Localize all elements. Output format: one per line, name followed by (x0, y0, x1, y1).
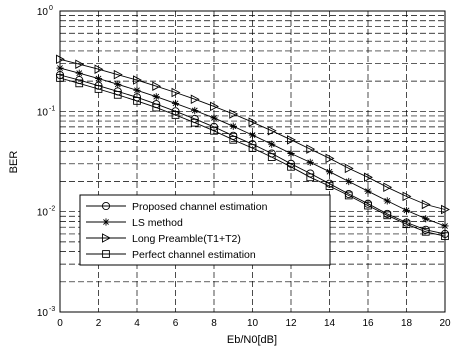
data-point (344, 163, 354, 174)
plot-frame (59, 10, 446, 313)
legend-marker (102, 218, 110, 226)
grid (60, 11, 445, 312)
x-tick-label: 4 (134, 318, 140, 329)
legend-marker (101, 201, 111, 211)
data-point (94, 74, 103, 83)
x-tick-label: 12 (285, 318, 297, 329)
data-point (94, 64, 104, 74)
data-point (287, 162, 295, 171)
y-tick-label: 10 (37, 208, 49, 219)
data-point (191, 106, 199, 115)
data-point (306, 144, 316, 154)
data-point (152, 81, 162, 91)
data-point (248, 131, 257, 139)
x-tick-label: 18 (401, 318, 413, 329)
data-point (325, 168, 334, 176)
y-tick-exponent: -3 (49, 306, 55, 313)
data-point (267, 153, 276, 161)
data-point (364, 201, 372, 210)
y-tick-label: 10 (37, 107, 49, 118)
data-point (248, 144, 257, 152)
data-point (152, 93, 160, 101)
data-point (421, 199, 431, 210)
data-point (114, 80, 122, 88)
series-triangle-right (56, 54, 450, 215)
y-axis-label: BER (8, 151, 20, 174)
x-tick-label: 16 (362, 318, 374, 329)
data-point (421, 227, 430, 236)
data-point (344, 191, 353, 200)
data-point (364, 172, 373, 183)
data-point (229, 135, 238, 144)
x-tick-label: 6 (173, 318, 179, 329)
data-point (113, 69, 123, 80)
data-point (229, 122, 237, 130)
legend-box (79, 194, 331, 266)
data-point (402, 220, 411, 229)
data-point (383, 197, 391, 205)
data-point (171, 111, 180, 119)
x-tick-label: 14 (324, 318, 336, 329)
x-tick-label: 2 (96, 318, 102, 329)
data-point (75, 59, 85, 69)
data-point (345, 177, 353, 186)
x-tick-label: 20 (439, 318, 451, 329)
y-tick-exponent: 0 (49, 5, 53, 12)
x-tick-label: 10 (247, 318, 259, 329)
data-point (287, 149, 295, 158)
legend: Proposed channel estimation LS method Long… (79, 194, 331, 266)
data-point (422, 215, 430, 223)
data-point (190, 118, 199, 127)
data-point (402, 206, 411, 214)
legend-marker (102, 250, 110, 258)
legend-label: Long Preamble(T1+T2) (132, 233, 241, 245)
data-point (152, 103, 161, 112)
data-point (171, 99, 180, 107)
data-point (94, 85, 103, 93)
legend-label: Perfect channel estimation (132, 249, 256, 261)
y-tick-label: 10 (37, 308, 49, 319)
series-line (59, 58, 446, 210)
legend-label: LS method (132, 217, 183, 229)
data-point (113, 90, 122, 99)
y-tick-exponent: -1 (49, 105, 55, 112)
y-tick-label: 10 (37, 7, 49, 18)
data-point (287, 135, 296, 145)
series-line (59, 77, 446, 237)
data-point (325, 153, 335, 164)
x-tick-label: 0 (57, 318, 63, 329)
data-point (306, 158, 314, 166)
data-point (383, 182, 393, 193)
data-point (171, 87, 181, 98)
data-point (267, 126, 277, 136)
data-point (133, 97, 141, 105)
legend-label: Proposed channel estimation (132, 201, 268, 213)
legend-marker (102, 233, 111, 243)
data-point (133, 75, 142, 85)
data-point (75, 79, 84, 88)
y-tick-exponent: -2 (49, 206, 55, 213)
data-point (190, 94, 200, 104)
data-point (364, 187, 372, 195)
data-point (210, 101, 219, 112)
x-tick-label: 8 (211, 318, 217, 329)
data-point (210, 126, 218, 135)
data-point (268, 140, 276, 148)
series-line (59, 74, 446, 235)
data-point (210, 114, 218, 122)
data-point (248, 117, 258, 127)
data-point (133, 86, 141, 94)
data-point (383, 211, 392, 220)
data-point (325, 182, 334, 190)
data-point (229, 109, 239, 119)
x-axis-label: Eb/N0[dB] (227, 334, 277, 346)
data-point (75, 69, 83, 77)
data-point (306, 173, 315, 182)
data-point (402, 191, 412, 202)
